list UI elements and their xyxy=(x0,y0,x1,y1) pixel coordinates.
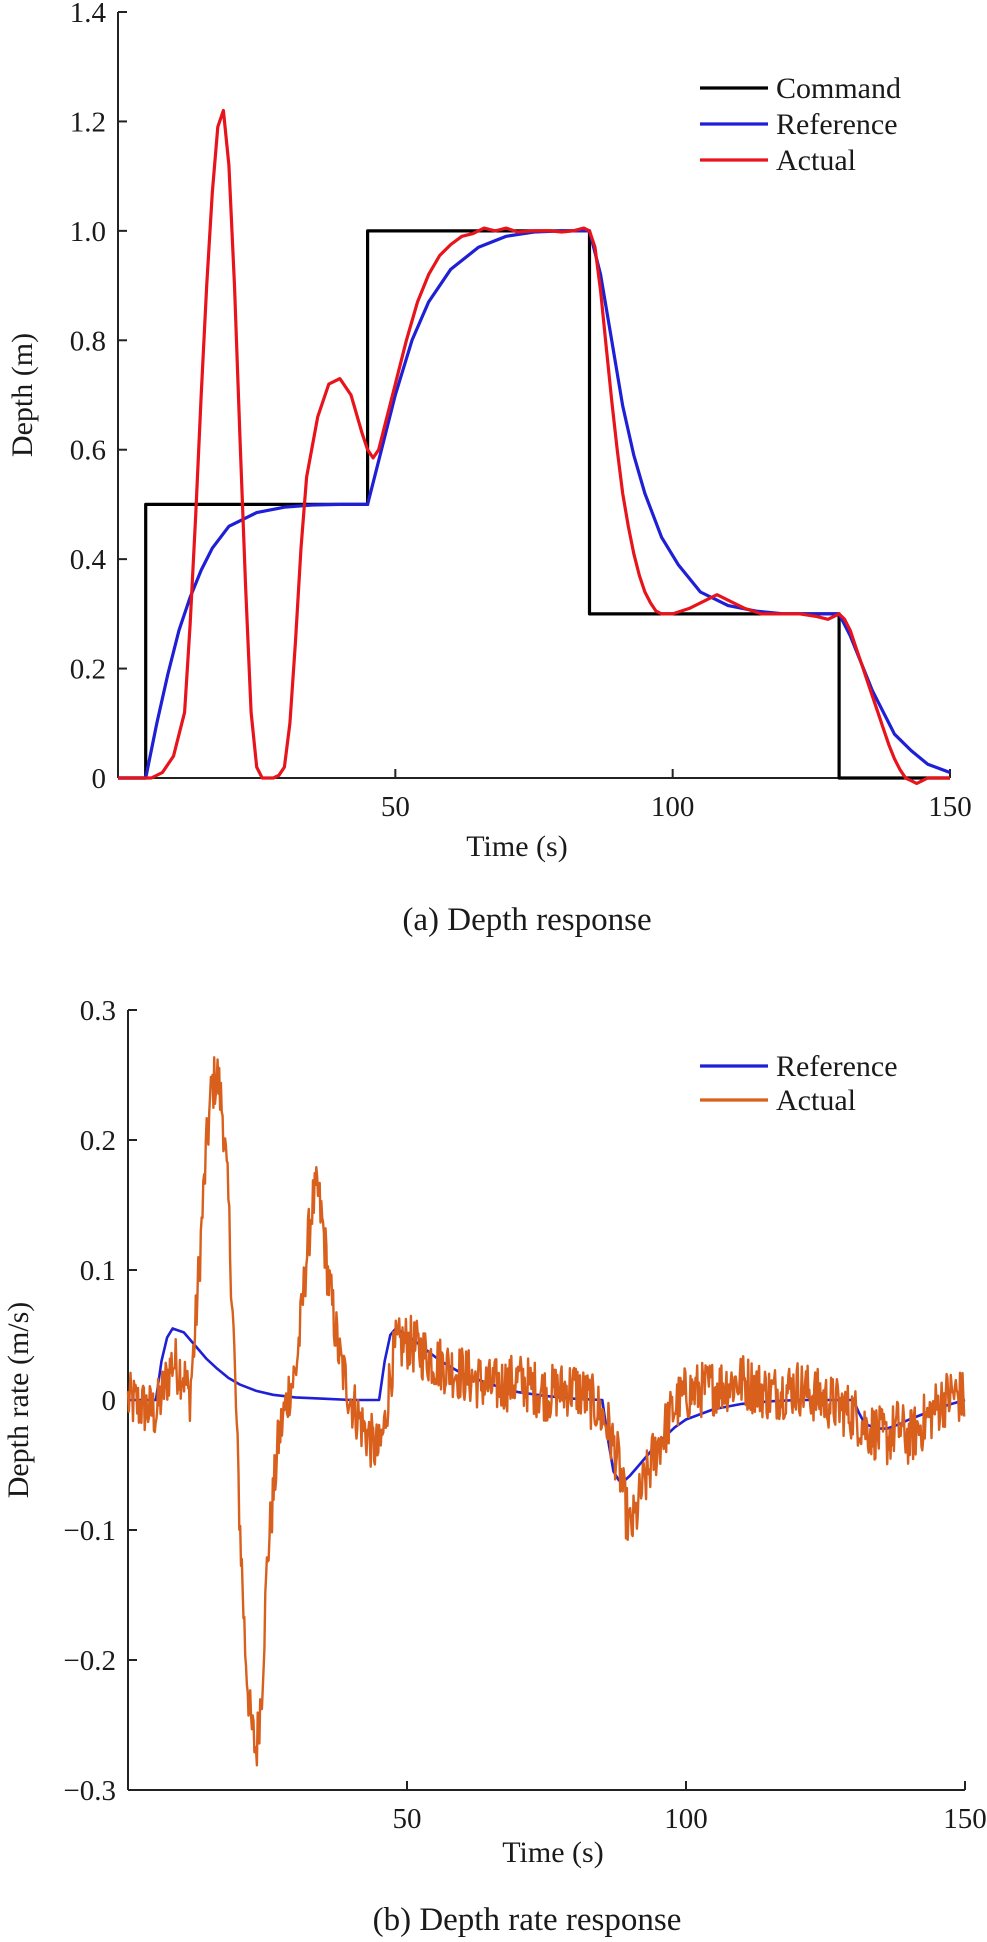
legend-label-command: Command xyxy=(776,72,901,105)
y-tick-label: 0.4 xyxy=(70,544,107,576)
y-tick-label: 0.1 xyxy=(80,1255,116,1287)
x-tick-label: 100 xyxy=(651,791,695,823)
y-tick-label: 0.6 xyxy=(70,435,106,467)
panel-depth-rate-response: −0.3−0.2−0.100.10.20.350 100 150 Time (s) … xyxy=(2,995,987,1938)
legend-label-reference: Reference xyxy=(776,108,898,141)
y-axis-label: Depth rate (m/s) xyxy=(2,1302,35,1499)
x-tick-label: 50 xyxy=(381,791,410,823)
x-tick-label: 50 xyxy=(393,1803,422,1835)
y-tick-label: 1.0 xyxy=(70,216,106,248)
x-tick-label: 150 xyxy=(943,1803,987,1835)
y-tick-label: 0 xyxy=(92,763,107,795)
y-tick-label: −0.1 xyxy=(63,1515,116,1547)
panel-caption: (b) Depth rate response xyxy=(373,1902,682,1938)
series-line-actual xyxy=(126,1056,966,1767)
y-tick-label: −0.2 xyxy=(63,1645,116,1677)
y-tick-label: 1.4 xyxy=(70,0,107,29)
panel-depth-response: 00.20.40.60.81.01.21.450 100 150 Time (s) … xyxy=(6,0,972,938)
panel-caption: (a) Depth response xyxy=(402,902,651,938)
y-tick-label: −0.3 xyxy=(63,1775,116,1807)
legend-label-actual: Actual xyxy=(776,1084,856,1117)
x-tick-label: 100 xyxy=(664,1803,708,1835)
y-tick-label: 0.3 xyxy=(80,995,116,1027)
y-tick-label: 0.8 xyxy=(70,325,106,357)
series-line-actual xyxy=(118,108,950,786)
y-axis-label: Depth (m) xyxy=(6,333,39,457)
x-axis-label: Time (s) xyxy=(466,830,567,863)
y-tick-label: 0.2 xyxy=(80,1125,116,1157)
x-tick-label: 150 xyxy=(928,791,972,823)
y-tick-label: 1.2 xyxy=(70,106,106,138)
y-tick-label: 0 xyxy=(102,1385,117,1417)
legend-label-reference: Reference xyxy=(776,1050,898,1083)
y-tick-label: 0.2 xyxy=(70,654,106,686)
legend-label-actual: Actual xyxy=(776,144,856,177)
x-axis-label: Time (s) xyxy=(502,1836,603,1869)
